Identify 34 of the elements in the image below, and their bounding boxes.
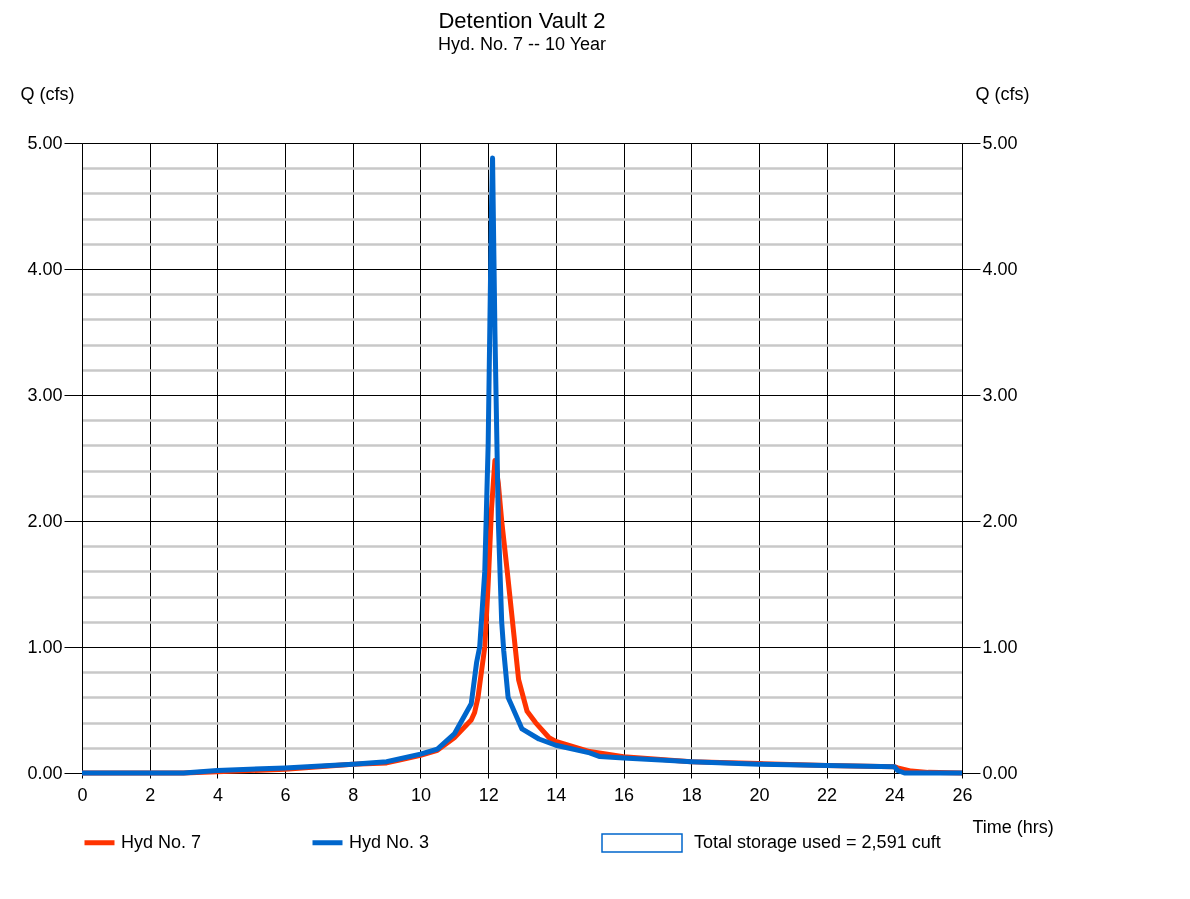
x-tick-label: 14 (546, 784, 567, 805)
y-tick-label: 3.00 (27, 384, 63, 405)
y-tick-label: 5.00 (27, 132, 63, 153)
y-tick-label: 4.00 (27, 258, 63, 279)
x-axis-title: Time (hrs) (972, 816, 1054, 837)
y-tick-label: 2.00 (27, 510, 63, 531)
chart-title: Detention Vault 2 (438, 8, 606, 33)
x-tick-label: 16 (614, 784, 635, 805)
x-tick-label: 20 (749, 784, 770, 805)
x-tick-label: 2 (145, 784, 156, 805)
x-tick-label: 4 (212, 784, 223, 805)
legend-label: Hyd No. 3 (349, 831, 430, 852)
y-tick-label: 1.00 (27, 636, 63, 657)
x-tick-label: 24 (884, 784, 905, 805)
y2-tick-label: 1.00 (982, 636, 1018, 657)
x-tick-label: 18 (681, 784, 702, 805)
chart-subtitle: Hyd. No. 7 -- 10 Year (437, 34, 607, 54)
x-tick-label: 0 (77, 784, 88, 805)
y2-tick-label: 4.00 (982, 258, 1018, 279)
y2-tick-label: 5.00 (982, 132, 1018, 153)
y-axis-title: Q (cfs) (20, 83, 75, 104)
text: Total storage used = 2,591 cuft (694, 832, 941, 852)
x-tick-label: 6 (280, 784, 291, 805)
x-tick-label: 12 (478, 784, 499, 805)
y2-tick-label: 2.00 (982, 510, 1018, 531)
y-tick-label: 0.00 (27, 762, 63, 783)
y2-tick-label: 3.00 (982, 384, 1018, 405)
x-tick-label: 22 (817, 784, 838, 805)
x-tick-label: 10 (410, 784, 431, 805)
y2-tick-label: 0.00 (982, 762, 1018, 783)
y2-axis-title: Q (cfs) (975, 83, 1030, 104)
x-tick-label: 26 (952, 784, 973, 805)
legend-label: Hyd No. 7 (121, 831, 202, 852)
x-tick-label: 8 (348, 784, 359, 805)
